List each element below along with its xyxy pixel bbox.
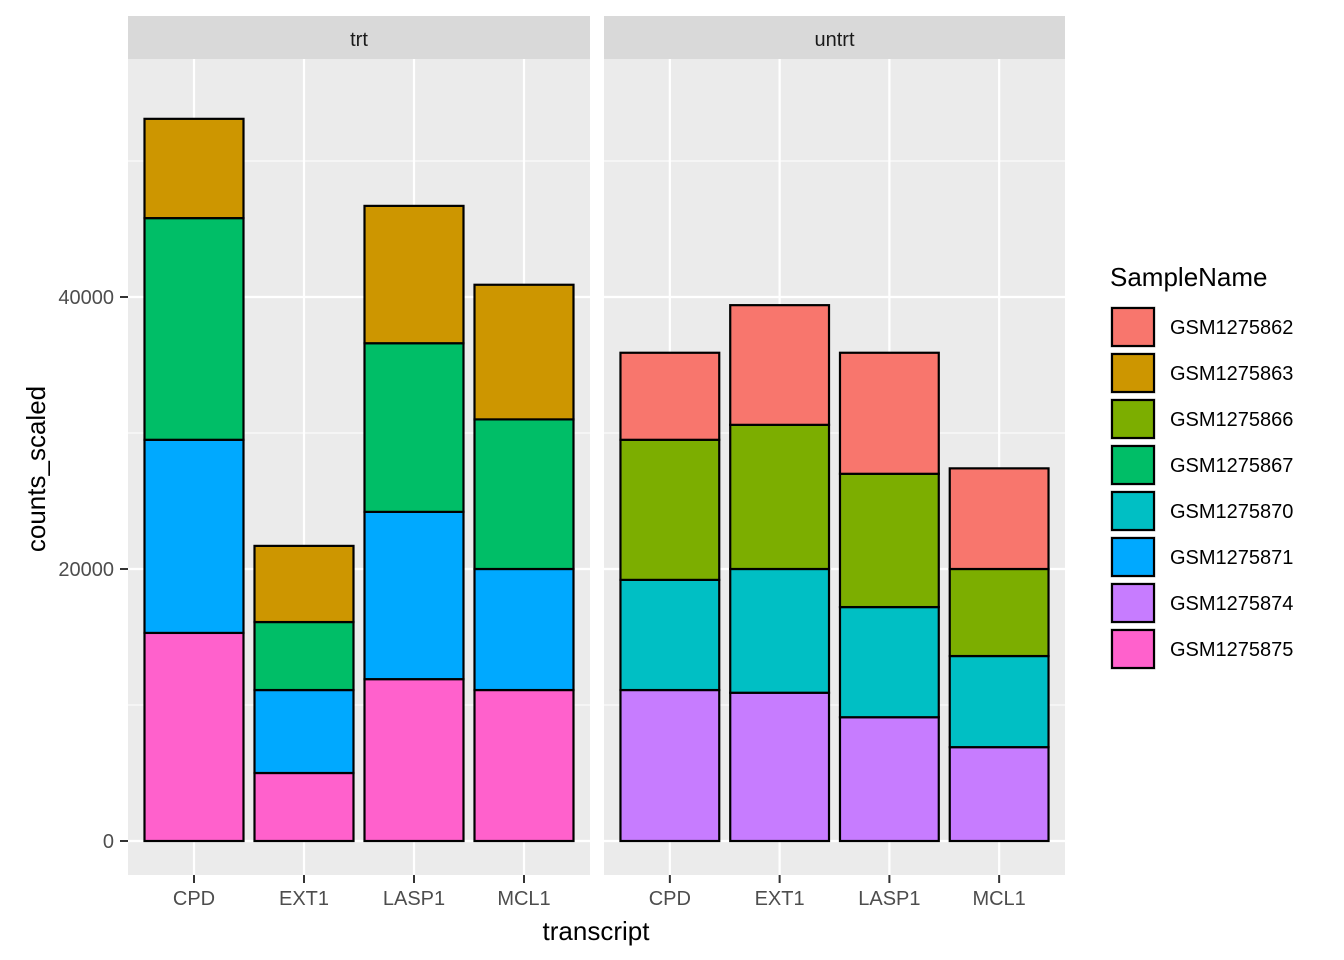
x-tick-label: CPD (649, 888, 691, 910)
x-tick-label: MCL1 (497, 888, 550, 910)
bar-segment-untrt-LASP1-GSM1275866 (838, 472, 940, 609)
bar-segment-untrt-CPD-GSM1275874 (619, 688, 721, 843)
legend-label: GSM1275863 (1170, 363, 1293, 385)
bar-segment-untrt-MCL1-GSM1275862 (948, 467, 1050, 571)
legend: SampleName GSM1275862 GSM1275863 GSM127586… (1110, 262, 1293, 670)
bar-segment-trt-EXT1-GSM1275867 (253, 620, 355, 692)
bar-segment-trt-EXT1-GSM1275863 (253, 544, 355, 624)
bar-segment-untrt-LASP1-GSM1275874 (838, 716, 940, 843)
legend-swatch (1110, 352, 1156, 394)
bar-segment-trt-LASP1-GSM1275871 (363, 510, 465, 681)
legend-item: GSM1275866 (1110, 398, 1293, 440)
legend-item: GSM1275871 (1110, 536, 1293, 578)
facet-strip-label: untrt (814, 29, 854, 51)
x-tick-label: LASP1 (383, 888, 445, 910)
bar-segment-untrt-LASP1-GSM1275862 (838, 351, 940, 475)
bar-segment-untrt-LASP1-GSM1275870 (838, 605, 940, 719)
legend-item: GSM1275874 (1110, 582, 1293, 624)
legend-swatch (1110, 536, 1156, 578)
y-tick-label: 40000 (58, 287, 114, 309)
bar-segment-untrt-EXT1-GSM1275870 (729, 567, 831, 694)
legend-label: GSM1275871 (1170, 547, 1293, 569)
legend-swatch (1110, 628, 1156, 670)
bar-segment-trt-LASP1-GSM1275875 (363, 678, 465, 843)
y-tick-label: 0 (103, 831, 114, 853)
legend-item: GSM1275870 (1110, 490, 1293, 532)
legend-label: GSM1275862 (1170, 317, 1293, 339)
legend-swatch (1110, 444, 1156, 486)
bar-segment-trt-MCL1-GSM1275863 (473, 283, 575, 421)
bar-segment-trt-CPD-GSM1275867 (143, 217, 245, 441)
legend-item: GSM1275863 (1110, 352, 1293, 394)
bar-segment-trt-MCL1-GSM1275871 (473, 567, 575, 692)
bar-segment-trt-EXT1-GSM1275871 (253, 688, 355, 775)
legend-label: GSM1275870 (1170, 501, 1293, 523)
legend-label: GSM1275866 (1170, 409, 1293, 431)
facet-panel-untrt: untrt CPD EXT1 LASP1 MCL1 (604, 16, 1065, 910)
legend-item: GSM1275867 (1110, 444, 1293, 486)
bar-segment-trt-CPD-GSM1275863 (143, 117, 245, 220)
bar-segment-trt-EXT1-GSM1275875 (253, 771, 355, 843)
legend-label: GSM1275874 (1170, 593, 1293, 615)
y-tick-label: 20000 (58, 559, 114, 581)
bar-segment-untrt-CPD-GSM1275862 (619, 351, 721, 441)
legend-item: GSM1275862 (1110, 306, 1293, 348)
legend-swatch (1110, 582, 1156, 624)
x-tick-label: CPD (173, 888, 215, 910)
bar-segment-trt-CPD-GSM1275871 (143, 438, 245, 635)
x-tick-label: EXT1 (755, 888, 805, 910)
legend-label: GSM1275875 (1170, 639, 1293, 661)
bar-segment-untrt-MCL1-GSM1275874 (948, 746, 1050, 843)
bar-segment-untrt-CPD-GSM1275870 (619, 578, 721, 692)
legend-item: GSM1275875 (1110, 628, 1293, 670)
facet-panels: trt CPD EXT1 LASP1 MCL1 untrt CPD EXT1 LASP1 MCL1 (128, 16, 1065, 910)
bar-segment-trt-LASP1-GSM1275867 (363, 342, 465, 513)
bar-segment-untrt-MCL1-GSM1275866 (948, 567, 1050, 658)
legend-label: GSM1275867 (1170, 455, 1293, 477)
y-axis-title: counts_scaled (21, 386, 51, 552)
bar-segment-untrt-EXT1-GSM1275866 (729, 423, 831, 571)
bar-segment-trt-LASP1-GSM1275863 (363, 204, 465, 345)
facet-panel-trt: trt CPD EXT1 LASP1 MCL1 (128, 16, 590, 910)
bar-segment-untrt-CPD-GSM1275866 (619, 438, 721, 581)
bar-segment-untrt-MCL1-GSM1275870 (948, 654, 1050, 749)
legend-swatch (1110, 306, 1156, 348)
legend-swatch (1110, 490, 1156, 532)
bar-segment-trt-CPD-GSM1275875 (143, 631, 245, 843)
y-axis: 0 20000 40000 (58, 287, 128, 853)
x-tick-label: MCL1 (972, 888, 1025, 910)
facet-strip (604, 16, 1065, 59)
facet-strip-label: trt (350, 29, 368, 51)
bar-segment-untrt-EXT1-GSM1275862 (729, 304, 831, 426)
x-tick-label: LASP1 (858, 888, 920, 910)
facet-strip (128, 16, 590, 59)
legend-title: SampleName (1110, 262, 1268, 292)
bar-segment-trt-MCL1-GSM1275867 (473, 418, 575, 571)
bar-segment-untrt-EXT1-GSM1275874 (729, 691, 831, 843)
bar-segment-trt-MCL1-GSM1275875 (473, 688, 575, 843)
x-tick-label: EXT1 (279, 888, 329, 910)
x-axis-title: transcript (543, 916, 651, 946)
legend-swatch (1110, 398, 1156, 440)
